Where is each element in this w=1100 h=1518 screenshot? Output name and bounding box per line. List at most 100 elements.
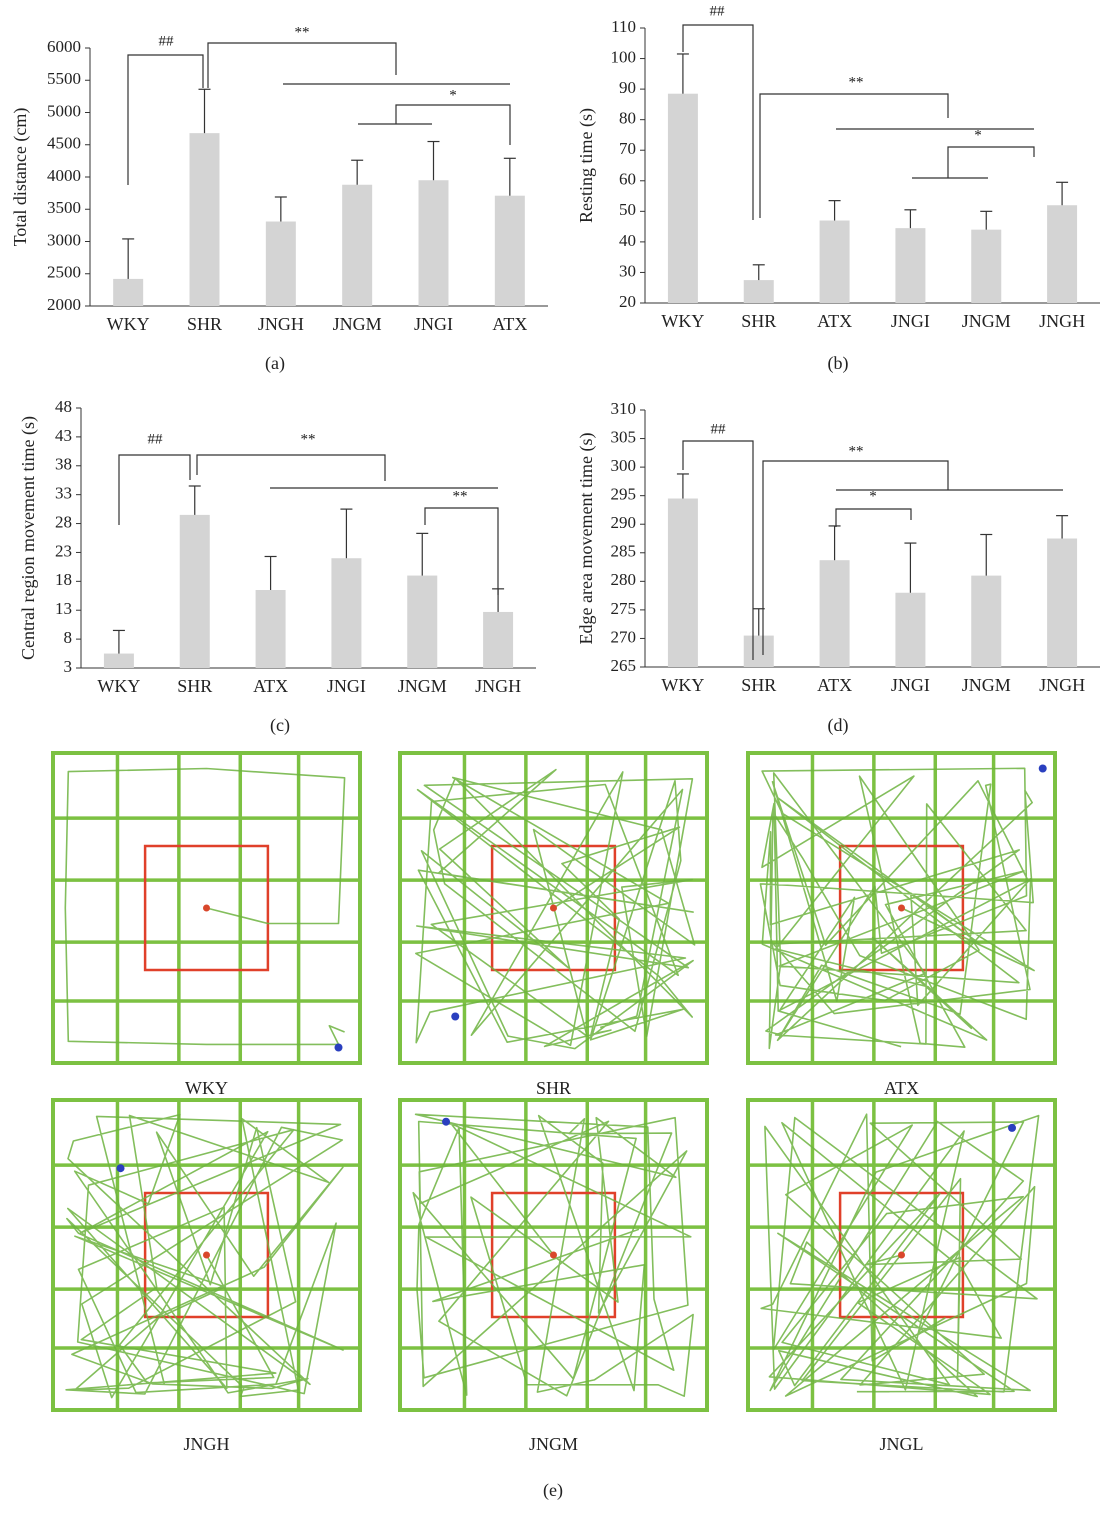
track-image: JNGH [53, 1100, 360, 1454]
bar [1047, 539, 1077, 668]
y-tick-label: 280 [611, 570, 637, 589]
significance-label: ** [849, 443, 864, 459]
bar [668, 94, 698, 303]
x-tick-label: SHR [741, 311, 776, 331]
y-tick-label: 18 [55, 570, 72, 589]
bar [266, 222, 296, 306]
y-tick-label: 290 [611, 513, 637, 532]
bar [744, 636, 774, 667]
y-tick-label: 28 [55, 512, 72, 531]
y-tick-label: 80 [619, 109, 636, 128]
y-axis-label: Edge area movement time (s) [576, 433, 597, 645]
bar [495, 196, 525, 306]
y-tick-label: 8 [64, 628, 73, 647]
y-tick-label: 100 [611, 47, 637, 66]
track-label: JNGM [529, 1434, 578, 1454]
bar [113, 279, 143, 306]
x-tick-label: WKY [661, 675, 704, 695]
significance-bracket [948, 147, 1034, 178]
x-tick-label: ATX [817, 311, 852, 331]
bar [820, 560, 850, 667]
track-label: SHR [536, 1078, 571, 1098]
bar [256, 590, 286, 668]
x-tick-label: ATX [492, 314, 527, 334]
y-tick-label: 285 [611, 542, 637, 561]
bar-chart: 200025003000350040004500500055006000Tota… [10, 24, 548, 374]
x-tick-label: JNGI [327, 676, 366, 696]
bar [668, 499, 698, 667]
start-dot [203, 905, 210, 912]
x-tick-label: ATX [253, 676, 288, 696]
x-tick-label: JNGM [962, 311, 1011, 331]
bar [419, 180, 449, 306]
significance-label: * [974, 127, 982, 143]
track-label: JNGH [183, 1434, 229, 1454]
y-tick-label: 4000 [47, 166, 81, 185]
y-tick-label: 6000 [47, 37, 81, 56]
end-dot [451, 1013, 459, 1021]
y-tick-label: 38 [55, 455, 72, 474]
track-label: JNGL [880, 1434, 924, 1454]
y-tick-label: 5000 [47, 101, 81, 120]
significance-bracket [836, 509, 911, 527]
bar [342, 185, 372, 306]
significance-bracket [760, 94, 948, 218]
start-dot [898, 1252, 905, 1259]
x-tick-label: SHR [187, 314, 222, 334]
y-tick-label: 13 [55, 599, 72, 618]
track-image: JNGL [748, 1100, 1055, 1454]
x-tick-label: JNGH [1039, 311, 1085, 331]
bar [971, 576, 1001, 667]
end-dot [442, 1118, 450, 1126]
y-axis-label: Central region movement time (s) [18, 416, 39, 660]
x-tick-label: JNGM [398, 676, 447, 696]
panel-label: (c) [270, 715, 290, 736]
end-dot [1039, 765, 1047, 773]
y-tick-label: 50 [619, 200, 636, 219]
track-image: WKY [53, 753, 360, 1098]
y-tick-label: 275 [611, 599, 637, 618]
significance-bracket [208, 43, 396, 88]
y-tick-label: 310 [611, 399, 637, 418]
start-dot [550, 1252, 557, 1259]
end-dot [335, 1044, 343, 1052]
significance-label: ** [453, 488, 468, 504]
significance-label: * [449, 87, 457, 103]
track-label: WKY [185, 1078, 228, 1098]
significance-label: ** [849, 74, 864, 90]
bar [895, 228, 925, 303]
track-image: ATX [748, 753, 1055, 1098]
x-tick-label: JNGI [414, 314, 453, 334]
y-tick-label: 60 [619, 170, 636, 189]
significance-label: ## [159, 33, 175, 49]
y-tick-label: 23 [55, 541, 72, 560]
y-tick-label: 2500 [47, 263, 81, 282]
panel-label: (b) [828, 353, 849, 374]
bar [1047, 205, 1077, 303]
y-tick-label: 3 [64, 657, 73, 676]
x-tick-label: ATX [817, 675, 852, 695]
bar [971, 230, 1001, 303]
y-tick-label: 2000 [47, 295, 81, 314]
y-tick-label: 3500 [47, 198, 81, 217]
x-tick-label: WKY [107, 314, 150, 334]
significance-label: ## [148, 431, 164, 447]
y-axis-label: Resting time (s) [576, 108, 597, 223]
y-tick-label: 43 [55, 426, 72, 445]
bar [104, 654, 134, 668]
track-image: SHR [400, 753, 707, 1098]
significance-label: ** [295, 24, 310, 40]
y-tick-label: 40 [619, 231, 636, 250]
bar [190, 133, 220, 306]
y-tick-label: 5500 [47, 69, 81, 88]
x-tick-label: SHR [741, 675, 776, 695]
start-dot [203, 1252, 210, 1259]
significance-label: ** [301, 431, 316, 447]
x-tick-label: WKY [661, 311, 704, 331]
x-tick-label: JNGH [258, 314, 304, 334]
figure: 200025003000350040004500500055006000Tota… [0, 0, 1100, 1518]
y-tick-label: 110 [611, 17, 636, 36]
y-tick-label: 33 [55, 484, 72, 503]
y-tick-label: 295 [611, 485, 637, 504]
